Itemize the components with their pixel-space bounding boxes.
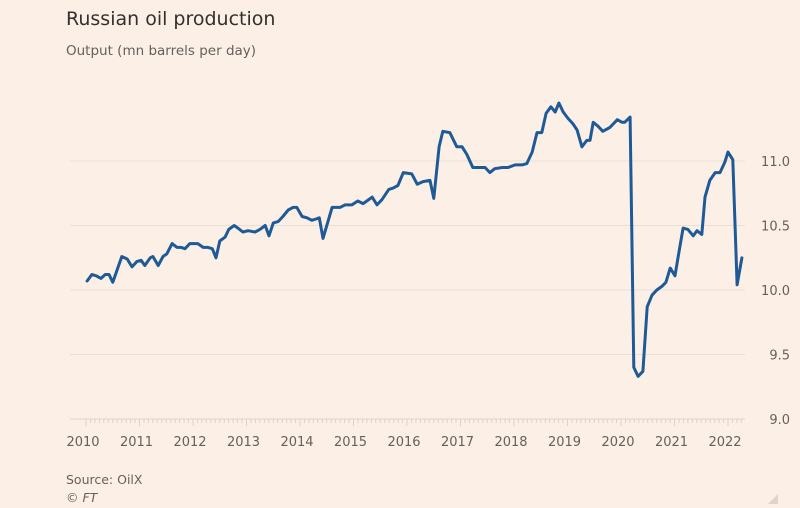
x-tick-label: 2019 <box>548 435 581 450</box>
series-layer <box>85 101 744 378</box>
x-tick-label: 2020 <box>601 435 634 450</box>
resize-handle-icon <box>768 494 778 504</box>
y-tick-label: 10.0 <box>761 284 790 299</box>
x-tick-label: 2013 <box>227 435 260 450</box>
x-tick-label: 2017 <box>441 435 474 450</box>
gridlines <box>70 160 745 355</box>
x-tick-label: 2014 <box>280 435 313 450</box>
chart-title: Russian oil production <box>66 8 276 30</box>
y-tick-label: 10.5 <box>761 220 790 235</box>
x-tick-label: 2012 <box>173 435 206 450</box>
x-tick-label: 2018 <box>494 435 527 450</box>
y-tick-label: 9.5 <box>769 349 790 364</box>
x-tick-label: 2021 <box>655 435 688 450</box>
copyright-note: © FT <box>66 490 98 505</box>
x-tick-label: 2011 <box>120 435 153 450</box>
x-tick-label: 2022 <box>708 435 741 450</box>
source-note: Source: OilX <box>66 472 143 487</box>
y-tick-label: 11.0 <box>761 155 790 170</box>
x-tick-label: 2010 <box>66 435 99 450</box>
chart-subtitle: Output (mn barrels per day) <box>66 43 257 59</box>
y-axis: 9.0 9.5 10.0 10.5 11.0 <box>761 155 790 428</box>
x-tick-label: 2016 <box>387 435 420 450</box>
y-tick-label: 9.0 <box>769 413 790 428</box>
x-axis: 2010 2011 2012 2013 2014 2015 2016 2017 2018 2019… <box>66 418 745 450</box>
series-line <box>85 101 744 378</box>
x-tick-label: 2015 <box>334 435 367 450</box>
